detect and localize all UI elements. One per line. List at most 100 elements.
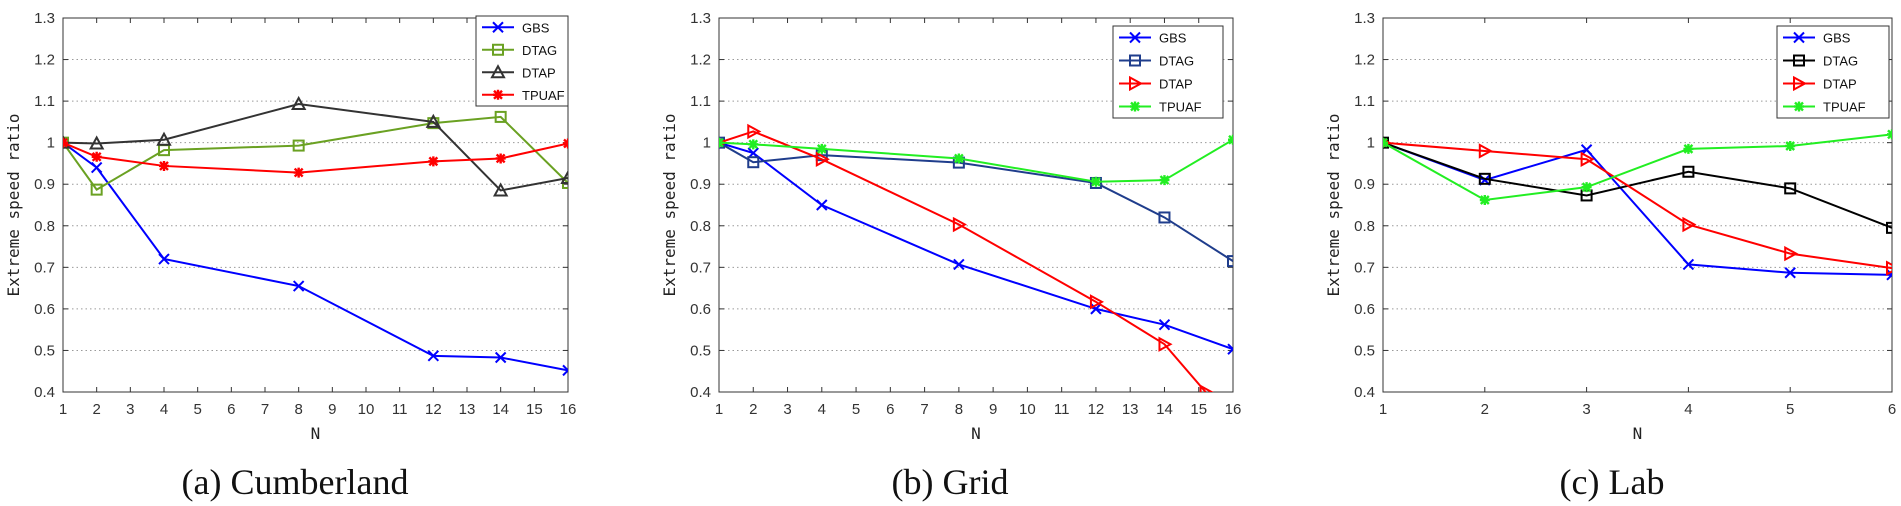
legend-marker (492, 43, 504, 56)
series-line (1383, 133, 1892, 202)
chart-caption: (c) Lab (1560, 462, 1665, 502)
legend-marker (1129, 31, 1141, 44)
data-point-marker (1227, 255, 1233, 268)
data-point-marker (425, 113, 442, 128)
x-tick-label: 6 (1888, 401, 1896, 418)
data-point-marker (494, 110, 507, 123)
series-tpuaf (63, 137, 568, 178)
y-tick-label: 1 (1367, 135, 1375, 152)
data-point-marker (90, 183, 103, 196)
series-gbs (719, 136, 1233, 355)
legend: GBS DTAG DTAP TPUAF (1112, 25, 1224, 119)
y-tick-label: 0.5 (34, 342, 55, 359)
x-tick-label: 10 (358, 401, 375, 418)
y-tick-label: 0.4 (690, 384, 711, 401)
series-line (1383, 141, 1892, 270)
x-tick-label: 7 (261, 401, 269, 418)
y-tick-label: 0.5 (1354, 342, 1375, 359)
data-point-marker (953, 258, 965, 271)
x-tick-label: 8 (294, 401, 302, 418)
x-axis-label: N (1633, 424, 1643, 443)
data-point-marker (1199, 384, 1214, 392)
series-tpuaf (719, 134, 1233, 187)
x-tick-label: 6 (886, 401, 894, 418)
series-gbs (63, 136, 568, 377)
y-tick-label: 0.5 (690, 342, 711, 359)
chart-panel-3: 0.4 0.5 0.6 0.7 0.8 0.9 1 1.1 1.2 1.3 1 2 3 4 5 6 N Extre… (1324, 10, 1896, 502)
legend-marker (1129, 54, 1141, 67)
data-point-marker (292, 139, 305, 152)
data-point-marker (1089, 294, 1105, 310)
data-point-marker (1227, 343, 1233, 355)
x-tick-label: 4 (160, 401, 168, 418)
legend-label: DTAG (1823, 54, 1858, 69)
series-line (719, 141, 1233, 351)
data-point-marker (1886, 269, 1892, 281)
series-line (63, 141, 568, 174)
data-point-marker (815, 151, 830, 167)
x-tick-label: 7 (920, 401, 928, 418)
legend-marker (490, 64, 506, 79)
x-tick-label: 2 (92, 401, 100, 418)
chart-caption: (a) Cumberland (182, 462, 409, 502)
x-tick-label: 9 (328, 401, 336, 418)
x-tick-label: 2 (1481, 401, 1489, 418)
legend-marker (492, 21, 504, 33)
data-point-marker (1478, 143, 1493, 159)
x-tick-label: 5 (193, 401, 201, 418)
legend-label: DTAG (1159, 54, 1194, 69)
y-tick-label: 1.2 (34, 52, 55, 69)
series-dtag (719, 136, 1233, 268)
data-point-marker (1683, 143, 1694, 154)
y-tick-label: 0.9 (1354, 176, 1375, 193)
x-tick-label: 14 (492, 401, 509, 418)
x-tick-label: 14 (1156, 401, 1173, 418)
y-tick-label: 1.1 (34, 93, 55, 110)
x-tick-label: 6 (227, 401, 235, 418)
data-point-marker (427, 350, 440, 362)
y-tick-label: 0.7 (690, 259, 711, 276)
x-tick-label: 11 (392, 401, 408, 418)
legend-label: TPUAF (522, 88, 565, 103)
legend-label: GBS (1823, 31, 1851, 46)
y-tick-label: 1.1 (1354, 93, 1375, 110)
x-tick-label: 5 (852, 401, 860, 418)
x-tick-label: 10 (1019, 401, 1036, 418)
chart-panel-1: 0.40.50.60.70.80.911.11.21.31 2 3 4 5 6 7 8 9 10 1… (4, 10, 576, 502)
data-point-marker (292, 280, 305, 292)
x-tick-label: 16 (560, 401, 577, 418)
x-tick-label: 13 (459, 401, 476, 418)
legend-box (475, 15, 569, 107)
y-tick-label: 0.6 (34, 301, 55, 318)
series-line (719, 130, 1207, 392)
legend-marker (493, 89, 503, 100)
data-point-marker (1090, 176, 1101, 187)
series-line (63, 141, 568, 372)
y-tick-label: 1.3 (34, 10, 55, 27)
y-axis-label: Extreme speed ratio (4, 113, 23, 296)
x-tick-label: 1 (59, 401, 67, 418)
data-point-marker (719, 137, 724, 148)
data-point-marker (952, 216, 967, 233)
y-tick-label: 1.2 (1354, 52, 1375, 69)
y-tick-label: 0.9 (690, 176, 711, 193)
y-tick-label: 1.1 (690, 93, 711, 110)
data-point-marker (492, 182, 509, 197)
chart-caption: (b) Grid (892, 462, 1009, 502)
data-point-marker (1158, 336, 1173, 352)
legend-label: TPUAF (1159, 100, 1202, 115)
y-tick-label: 0.9 (34, 176, 55, 193)
legend-marker (1130, 101, 1140, 112)
data-point-marker (1158, 211, 1171, 224)
data-point-marker (1886, 221, 1892, 234)
data-point-marker (91, 151, 102, 162)
data-point-marker (563, 138, 568, 149)
data-point-marker (1886, 260, 1892, 276)
y-tick-label: 1.2 (690, 52, 711, 69)
legend: GBS DTAG DTAP TPUAF (1776, 25, 1890, 119)
data-point-marker (560, 169, 568, 184)
data-point-marker (156, 131, 172, 146)
data-point-marker (953, 153, 964, 164)
data-point-marker (494, 351, 507, 364)
data-point-marker (293, 167, 304, 178)
